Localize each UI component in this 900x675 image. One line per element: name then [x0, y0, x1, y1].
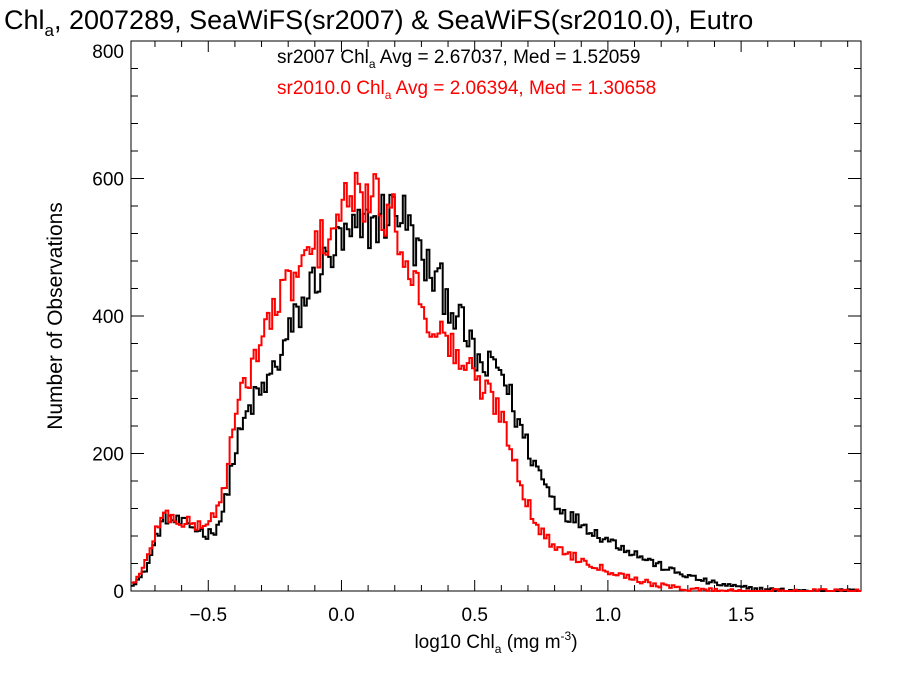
- legend-entry-black: sr2007 Chla Avg = 2.67037, Med = 1.52059: [277, 47, 640, 71]
- legend-black-sub: a: [369, 57, 376, 71]
- series-layer: [131, 171, 861, 592]
- y-tick-labels: 0 200 400 600 800: [92, 42, 124, 603]
- x-axis-label: log10 Chla (mg m-3): [414, 629, 577, 656]
- y-tick-label: 600: [92, 170, 124, 191]
- legend-black-pre: sr2007 Chl: [277, 47, 369, 68]
- x-tick-labels: −0.5 0.0 0.5 1.0 1.5: [190, 605, 755, 626]
- legend-red-sub: a: [385, 88, 392, 102]
- series-sr2010-line: [131, 171, 861, 592]
- xlabel-sup: -3: [561, 629, 572, 643]
- legend-entry-red: sr2010.0 Chla Avg = 2.06394, Med = 1.306…: [277, 78, 656, 102]
- chart-title-post: , 2007289, SeaWiFS(sr2007) & SeaWiFS(sr2…: [54, 5, 753, 35]
- chart-title-sub: a: [45, 21, 55, 40]
- chart-title-pre: Chl: [4, 5, 45, 35]
- legend-red-post: Avg = 2.06394, Med = 1.30658: [391, 78, 656, 99]
- x-tick-label: 1.5: [728, 605, 754, 626]
- y-tick-label: 800: [92, 42, 124, 63]
- x-tick-label: 0.0: [328, 605, 354, 626]
- x-tick-label: 0.5: [461, 605, 487, 626]
- chart-title: Chla, 2007289, SeaWiFS(sr2007) & SeaWiFS…: [4, 5, 753, 40]
- xlabel-mid: (mg m: [501, 632, 560, 653]
- xlabel-post: ): [571, 632, 577, 653]
- axis-ticks: [131, 40, 861, 592]
- legend-black-post: Avg = 2.67037, Med = 1.52059: [376, 47, 641, 68]
- xlabel-pre: log10 Chl: [414, 632, 494, 653]
- y-tick-label: 0: [113, 582, 124, 603]
- plot-frame: [130, 40, 862, 592]
- x-tick-label: −0.5: [190, 605, 228, 626]
- y-tick-label: 400: [92, 307, 124, 328]
- series-sr2007-line: [131, 193, 861, 592]
- y-axis-label: Number of Observations: [44, 202, 67, 430]
- x-tick-label: 1.0: [595, 605, 621, 626]
- xlabel-sub: a: [495, 642, 502, 656]
- y-tick-label: 200: [92, 445, 124, 466]
- legend-red-pre: sr2010.0 Chl: [277, 78, 385, 99]
